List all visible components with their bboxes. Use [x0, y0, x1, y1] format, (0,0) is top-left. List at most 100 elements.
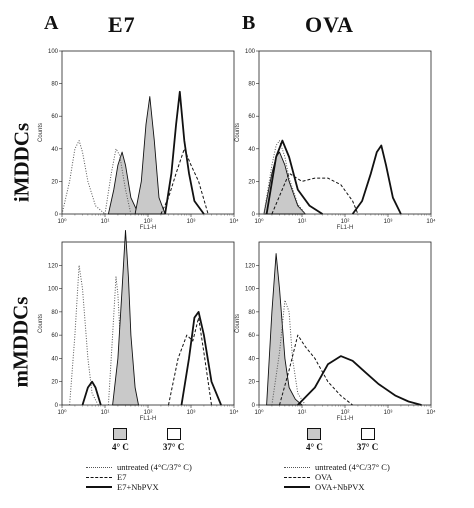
histogram-a-mmddcs: 0 20 40 60 80 100 120 10⁰ 10¹ 10² 10³ 10⁴ FL1-H Count… — [38, 229, 239, 422]
x-tick-label: 10³ — [187, 410, 196, 416]
y-tick-label: 40 — [51, 147, 58, 153]
filled-swatch — [307, 428, 322, 440]
histogram-series-solid — [351, 144, 402, 215]
x-tick-label: 10² — [341, 410, 350, 416]
key-cold-a: 4° C — [112, 428, 129, 452]
x-tick-label: 10¹ — [298, 410, 307, 416]
key-warm-label: 37° C — [162, 442, 185, 452]
y-tick-label: 20 — [248, 380, 255, 386]
histogram-series-solid — [265, 139, 323, 215]
x-tick-label: 10⁴ — [229, 218, 239, 225]
y-tick-label: 80 — [51, 310, 58, 316]
legend-label: untreated (4°C/37° C) — [315, 462, 390, 472]
open-swatch — [360, 428, 375, 440]
x-tick-label: 10² — [144, 219, 153, 225]
y-tick-label: 120 — [245, 263, 256, 269]
key-cold-label: 4° C — [112, 442, 129, 452]
legend-a: untreated (4°C/37° C) E7 E7+NbPVX — [86, 462, 192, 492]
key-warm-label: 37° C — [356, 442, 379, 452]
x-tick-label: 10⁰ — [254, 218, 264, 225]
y-tick-label: 100 — [245, 49, 256, 55]
y-tick-label: 0 — [252, 403, 256, 409]
panel-b-title: OVA — [305, 12, 355, 37]
temperature-key-a: 4° C 37° C — [112, 428, 184, 452]
y-axis-title: Counts — [235, 123, 241, 142]
histogram-b-imddcs: 0 20 40 60 80 100 10⁰ 10¹ 10² 10³ 10⁴ FL1-H Counts — [235, 49, 436, 231]
filled-swatch — [113, 428, 128, 440]
legend-label: E7 — [117, 472, 127, 482]
x-axis-title: FL1-H — [140, 225, 157, 231]
histogram-series-filled — [266, 253, 303, 406]
y-tick-label: 40 — [248, 147, 255, 153]
x-axis-title: FL1-H — [337, 225, 354, 231]
histogram-series-dashed — [271, 172, 359, 215]
x-axis-title: FL1-H — [140, 416, 157, 422]
legend-label: OVA+NbPVX — [315, 482, 365, 492]
histogram-series-dashed — [160, 148, 209, 215]
y-axis-title: Counts — [38, 314, 44, 333]
y-tick-label: 40 — [51, 356, 58, 362]
y-tick-label: 20 — [51, 179, 58, 185]
x-tick-label: 10¹ — [101, 410, 110, 416]
y-tick-label: 80 — [51, 82, 58, 88]
y-tick-label: 60 — [248, 333, 255, 339]
y-tick-label: 20 — [248, 179, 255, 185]
solid-line-swatch — [86, 486, 112, 488]
y-tick-label: 100 — [245, 287, 256, 293]
y-axis-title: Counts — [235, 314, 241, 333]
x-tick-label: 10⁰ — [254, 409, 264, 416]
x-tick-label: 10⁴ — [426, 409, 436, 416]
y-tick-label: 0 — [252, 212, 256, 218]
histogram-series-solid — [81, 380, 102, 406]
x-tick-label: 10⁴ — [426, 218, 436, 225]
y-tick-label: 0 — [55, 212, 59, 218]
x-tick-label: 10¹ — [101, 219, 110, 225]
dotted-line-swatch — [86, 466, 112, 468]
open-swatch — [166, 428, 181, 440]
panel-a-title: E7 — [108, 12, 136, 37]
x-tick-label: 10³ — [384, 219, 393, 225]
y-tick-label: 60 — [51, 114, 58, 120]
x-tick-label: 10³ — [384, 410, 393, 416]
histogram-series-solid — [297, 355, 422, 406]
legend-row: untreated (4°C/37° C) — [86, 462, 192, 472]
x-tick-label: 10⁰ — [57, 409, 67, 416]
histogram-series-solid — [164, 90, 205, 215]
legend-row: E7 — [86, 472, 192, 482]
y-tick-label: 100 — [48, 287, 59, 293]
histogram-series-filled — [263, 151, 306, 215]
histogram-series-filled — [107, 151, 139, 215]
legend-row: OVA — [284, 472, 390, 482]
legend-row: OVA+NbPVX — [284, 482, 390, 492]
y-axis-title: Counts — [38, 123, 44, 142]
dashed-line-swatch — [86, 476, 112, 478]
y-tick-label: 100 — [48, 49, 59, 55]
key-cold-label: 4° C — [306, 442, 323, 452]
x-axis-title: FL1-H — [337, 416, 354, 422]
panel-b-letter: B — [242, 12, 256, 34]
dashed-line-swatch — [284, 476, 310, 478]
y-tick-label: 60 — [51, 333, 58, 339]
key-warm-b: 37° C — [357, 428, 378, 452]
dotted-line-swatch — [284, 466, 310, 468]
histogram-series-filled — [134, 96, 166, 215]
legend-b: untreated (4°C/37° C) OVA OVA+NbPVX — [284, 462, 390, 492]
temperature-key-b: 4° C 37° C — [306, 428, 378, 452]
x-tick-label: 10² — [341, 219, 350, 225]
key-warm-a: 37° C — [163, 428, 184, 452]
x-tick-label: 10¹ — [298, 219, 307, 225]
histogram-series-filled — [112, 229, 139, 406]
y-tick-label: 0 — [55, 403, 59, 409]
histogram-series-dashed — [168, 317, 212, 406]
legend-label: untreated (4°C/37° C) — [117, 462, 192, 472]
y-tick-label: 60 — [248, 114, 255, 120]
legend-label: E7+NbPVX — [117, 482, 159, 492]
key-cold-b: 4° C — [306, 428, 323, 452]
histogram-series-dotted — [263, 140, 306, 215]
legend-row: E7+NbPVX — [86, 482, 192, 492]
y-tick-label: 80 — [248, 82, 255, 88]
histogram-a-imddcs: 0 20 40 60 80 100 10⁰ 10¹ 10² 10³ 10⁴ FL1-H Counts — [38, 49, 239, 231]
histogram-b-mmddcs: 0 20 40 60 80 100 120 10⁰ 10¹ 10² 10³ 10⁴ FL1-H Count… — [235, 241, 436, 422]
y-tick-label: 120 — [48, 263, 59, 269]
x-tick-label: 10² — [144, 410, 153, 416]
